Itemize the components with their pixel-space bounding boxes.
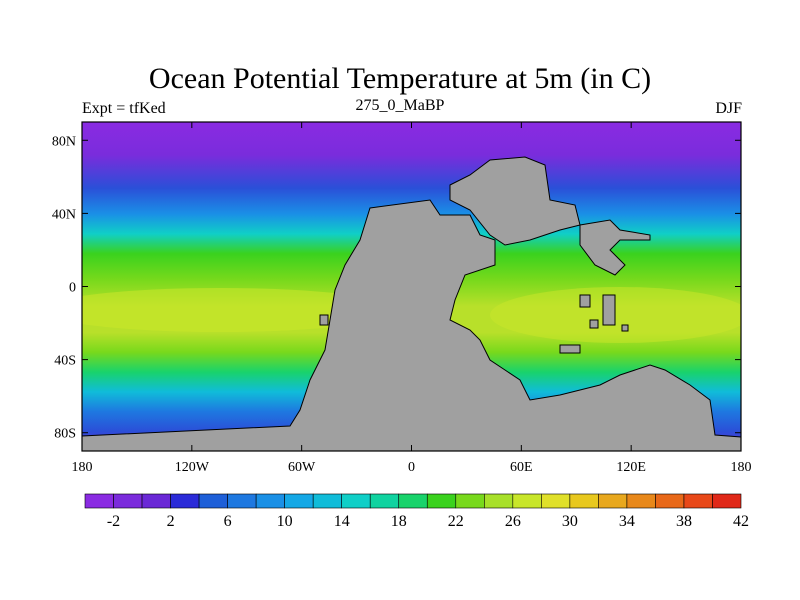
colorbar-swatch <box>426 493 457 509</box>
colorbar-swatch <box>626 493 656 509</box>
x-tick-label: 180 <box>731 460 752 475</box>
colorbar-swatch <box>683 493 713 509</box>
colorbar-swatch <box>398 493 428 509</box>
experiment-label: Expt = tfKed <box>82 100 166 117</box>
period-label: 275_0_MaBP <box>355 97 445 114</box>
colorbar-swatch <box>341 493 371 509</box>
colorbar-label: 10 <box>277 513 293 530</box>
colorbar-swatch <box>284 493 314 509</box>
x-tick-label: 60E <box>510 460 533 475</box>
colorbar-swatch <box>712 493 742 509</box>
colorbar-swatch <box>455 493 485 509</box>
land-masses <box>81 156 742 452</box>
colorbar-swatch <box>512 493 542 509</box>
y-tick-label: 40S <box>54 354 76 369</box>
colorbar-swatch <box>484 493 514 509</box>
colorbar-label: 18 <box>391 513 407 530</box>
colorbar-label: 26 <box>505 513 521 530</box>
colorbar-label: 6 <box>224 513 232 530</box>
y-tick-label: 80N <box>52 134 76 149</box>
colorbar-label: -2 <box>107 513 120 530</box>
x-tick-label: 120E <box>616 460 646 475</box>
colorbar-label: 22 <box>448 513 464 530</box>
colorbar-swatch <box>227 493 257 509</box>
colorbar-swatch <box>84 493 114 509</box>
colorbar-label: 34 <box>619 513 635 530</box>
colorbar-label: 38 <box>676 513 692 530</box>
y-axis: 80N 40N 0 40S 80S <box>52 134 741 442</box>
colorbar-swatch <box>312 493 342 509</box>
colorbar-label: 42 <box>733 513 749 530</box>
colorbar-swatch <box>141 493 171 509</box>
colorbar-label: 30 <box>562 513 578 530</box>
y-tick-label: 40N <box>52 207 76 222</box>
x-tick-label: 60W <box>288 460 316 475</box>
season-label: DJF <box>715 100 742 117</box>
colorbar-swatch <box>541 493 571 509</box>
y-tick-label: 0 <box>69 281 76 296</box>
x-axis: 180 120W 60W 0 60E 120E 180 <box>72 122 752 475</box>
y-tick-label: 80S <box>54 427 76 442</box>
colorbar-swatch <box>598 493 628 509</box>
colorbar-swatch <box>170 493 200 509</box>
colorbar-label: 14 <box>334 513 350 530</box>
x-tick-label: 180 <box>72 460 93 475</box>
colorbar: -2 2 6 10 14 18 22 26 30 34 38 42 <box>84 493 749 530</box>
x-tick-label: 120W <box>175 460 210 475</box>
x-tick-label: 0 <box>408 460 415 475</box>
colorbar-swatch <box>255 493 285 509</box>
colorbar-swatch <box>655 493 685 509</box>
colorbar-swatch <box>198 493 228 509</box>
colorbar-label: 2 <box>167 513 175 530</box>
map-title: Ocean Potential Temperature at 5m (in C) <box>148 62 652 95</box>
colorbar-swatch <box>113 493 143 509</box>
colorbar-swatch <box>369 493 400 509</box>
colorbar-swatch <box>569 493 599 509</box>
